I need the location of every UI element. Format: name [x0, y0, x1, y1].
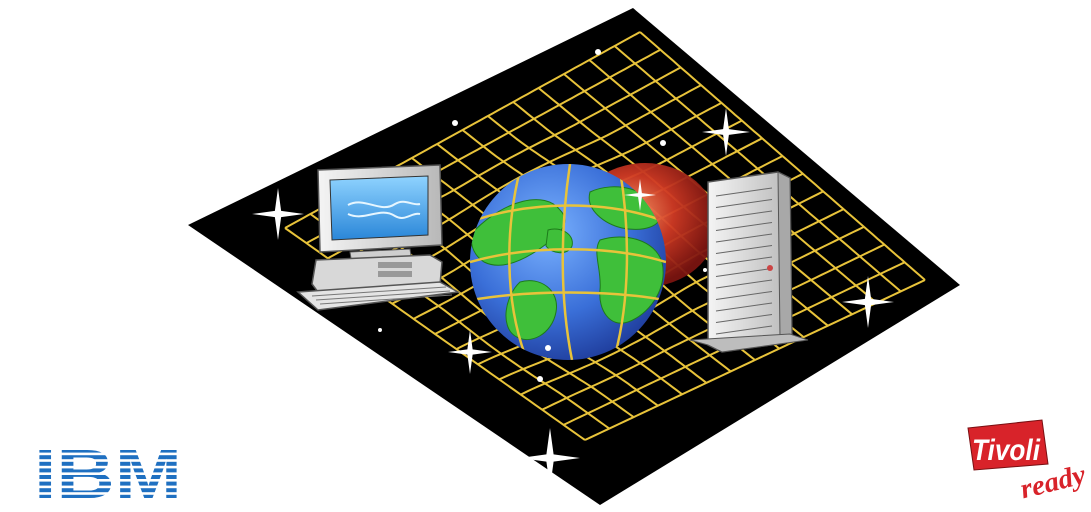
sparkle-core	[545, 453, 555, 463]
server-slot	[715, 302, 773, 312]
star-dot	[660, 140, 666, 146]
star-dot	[703, 268, 707, 272]
tivoli-ready-logo: Tivoli ready	[967, 419, 1089, 505]
ibm-stripe	[30, 479, 186, 482]
sparkle-core	[722, 128, 730, 136]
ibm-stripe	[30, 459, 186, 462]
server-slot	[715, 325, 773, 335]
grid-line	[639, 31, 926, 281]
star-dot	[545, 345, 551, 351]
server-slot	[715, 256, 773, 266]
ibm-stripe	[30, 452, 186, 456]
star-dot	[595, 49, 601, 55]
star-dot	[378, 328, 382, 332]
ibm-stripe	[30, 446, 186, 449]
star-dot	[537, 376, 543, 382]
ibm-stripe	[30, 472, 186, 475]
server-slot	[715, 233, 773, 243]
sparkle-core	[637, 192, 643, 198]
sparkle-core	[864, 298, 872, 306]
ibm-logo: IBM	[30, 435, 186, 512]
sparkle-core	[466, 348, 474, 356]
tivoli-logo-text: Tivoli	[972, 434, 1041, 467]
server-slot	[715, 199, 773, 208]
grid-line	[613, 45, 902, 293]
ibm-stripe	[30, 485, 186, 489]
star-dot	[804, 466, 812, 474]
ibm-stripe	[30, 492, 186, 495]
desktop-computer-icon	[296, 164, 461, 311]
sparkle-core	[274, 210, 282, 218]
star-dot	[447, 412, 453, 418]
server-slot	[715, 314, 773, 323]
server-slot	[715, 279, 773, 289]
server-tower-icon	[689, 171, 809, 353]
server-slot	[715, 210, 773, 220]
ibm-stripe	[30, 465, 186, 469]
sparkle-icon	[252, 49, 894, 488]
server-slot	[715, 187, 773, 197]
server-slot	[715, 291, 773, 300]
server-slot	[715, 222, 773, 231]
server-slot	[715, 245, 773, 254]
star-dot	[452, 120, 458, 126]
server-slot	[715, 268, 773, 277]
grid-line	[520, 226, 865, 396]
